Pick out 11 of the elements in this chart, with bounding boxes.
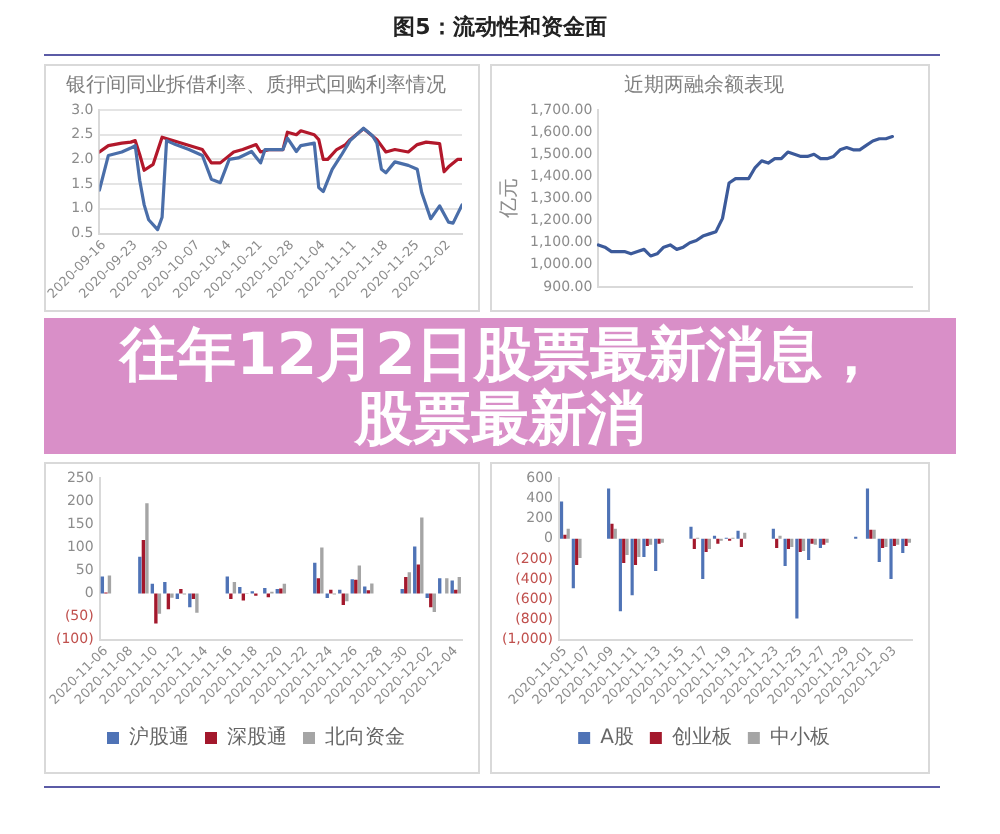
chart-title: 近期两融余额表现 <box>624 73 784 98</box>
legend-label: 沪股通 <box>129 725 189 750</box>
chart-title: 银行间同业拆借利率、质押式回购利率情况 <box>64 73 446 98</box>
headline-banner: 往年12月2日股票最新消息，股票最新消 <box>44 318 956 454</box>
legend-label: 北向资金 <box>325 725 405 750</box>
legend-label: 深股通 <box>227 725 287 750</box>
legend-label: A股 <box>600 727 634 750</box>
caption: 图5：流动性和资金面 <box>391 12 609 42</box>
y-axis-title: 亿元 <box>499 178 522 221</box>
legend-label: 创业板 <box>671 725 732 750</box>
legend-label: 中小板 <box>769 725 830 750</box>
